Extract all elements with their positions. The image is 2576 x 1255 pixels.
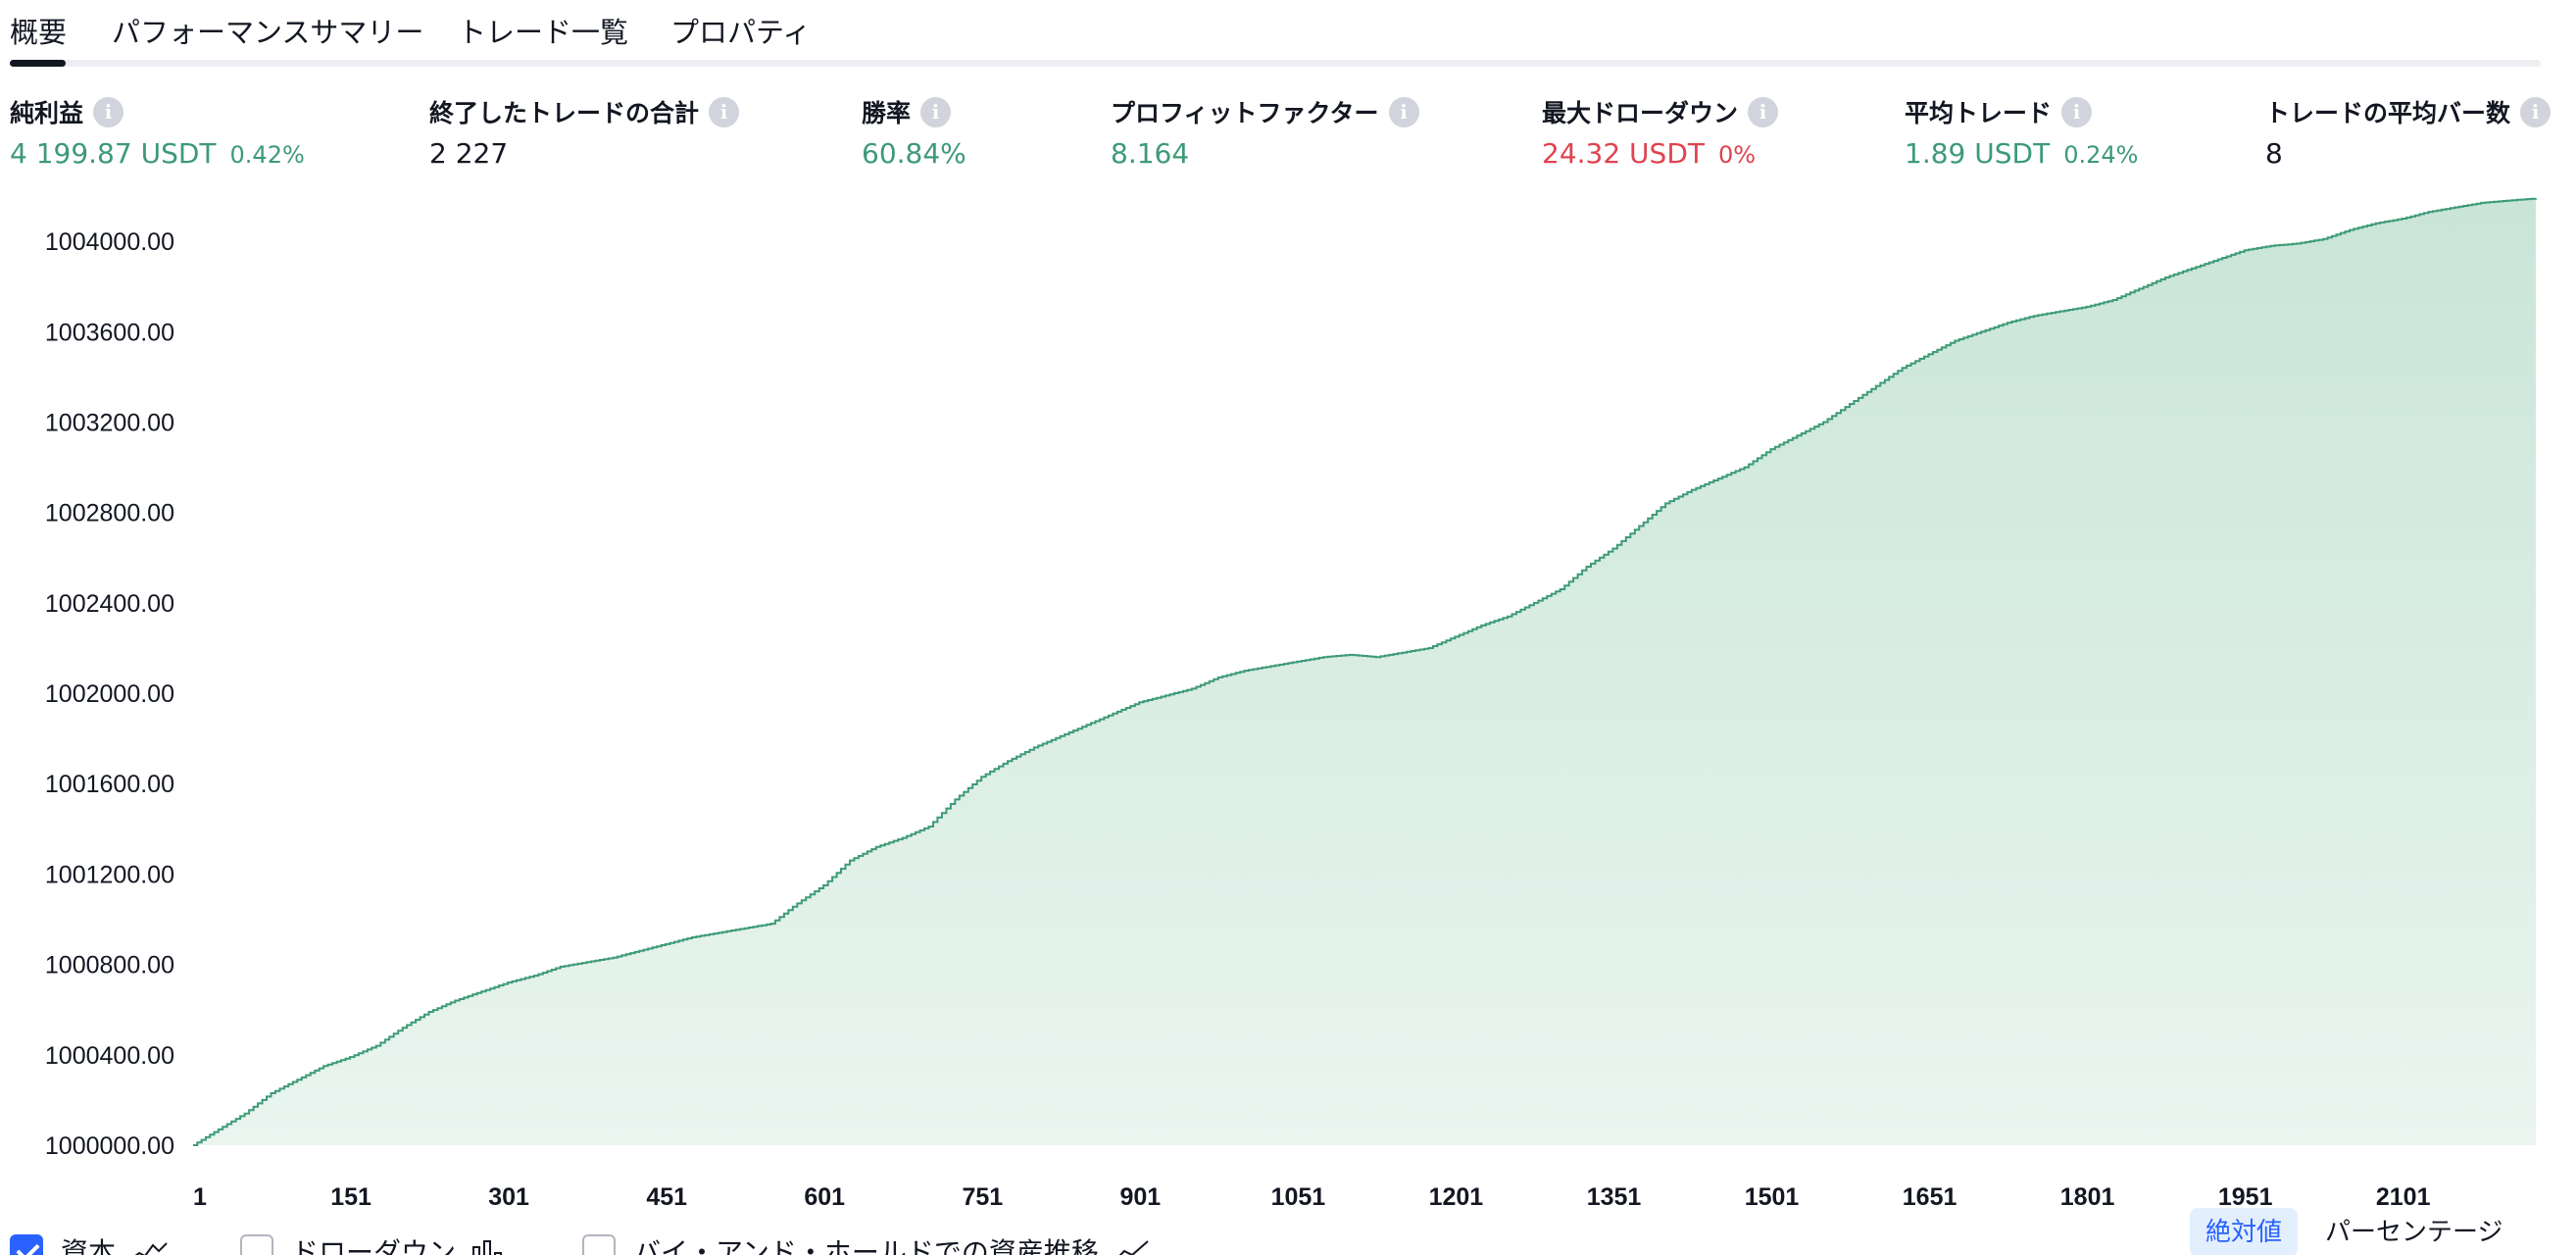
metric-average-trade: 平均トレード i 1.89 USDT 0.24% [1905,94,2138,170]
metric-total-closed-trades: 終了したトレードの合計 i 2 227 [429,94,740,170]
equity-checkbox[interactable] [10,1234,43,1255]
chart-legend: 資本 ドローダウン バイ・アンド・ホールドでの資産推移 [0,1231,2576,1255]
tab-track [10,60,2541,67]
info-icon[interactable]: i [1388,96,1419,127]
y-tick-label: 1001200.00 [45,861,174,888]
active-tab-indicator [10,60,66,67]
x-tick-label: 601 [804,1183,845,1211]
metric-percent: 0.42% [229,141,305,169]
x-tick-label: 301 [488,1183,529,1211]
y-tick-label: 1002000.00 [45,680,174,708]
metric-title: トレードの平均バー数 [2265,99,2511,127]
x-tick-label: 451 [646,1183,687,1211]
metric-win-rate: 勝率 i 60.84% [862,94,966,170]
info-icon[interactable]: i [93,96,124,127]
tab-trade-list[interactable]: トレード一覧 [458,16,629,49]
metric-title: 勝率 [862,99,912,127]
metric-max-drawdown: 最大ドローダウン i 24.32 USDT 0% [1542,94,1779,170]
equity-series-line [193,197,2537,1146]
y-tick-label: 1002800.00 [45,500,174,527]
legend-label: ドローダウン [291,1236,457,1255]
metric-value: 2 227 [429,137,509,170]
metric-value: 60.84% [862,137,966,170]
y-tick-label: 1001600.00 [45,771,174,798]
legend-label: 資本 [61,1236,117,1255]
x-tick-label: 901 [1119,1183,1161,1211]
equity-area-fill [193,198,2536,1146]
x-tick-label: 2101 [2376,1183,2431,1211]
info-icon[interactable]: i [920,96,952,127]
equity-line-icon [134,1242,168,1255]
info-icon[interactable]: i [2061,96,2093,127]
drawdown-checkbox[interactable] [240,1234,273,1255]
legend-label: バイ・アンド・ホールドでの資産推移 [633,1236,1099,1255]
equity-chart[interactable]: 1000000.00 1000400.00 1000800.00 1001200.00… [0,196,2576,1226]
x-tick-label: 751 [962,1183,1003,1211]
metric-value: 24.32 USDT 0% [1542,137,1757,170]
legend-drawdown-toggle[interactable]: ドローダウン [240,1231,509,1255]
x-tick-label: 1801 [2060,1183,2115,1211]
buy-hold-checkbox[interactable] [582,1234,616,1255]
metric-value: 4 199.87 USDT 0.42% [10,137,305,170]
info-icon[interactable]: i [2520,96,2551,127]
metric-title: 純利益 [10,99,84,127]
x-tick-label: 151 [330,1183,372,1211]
percentage-mode-button[interactable]: パーセンテージ [2325,1218,2503,1247]
legend-equity-toggle[interactable]: 資本 [10,1231,169,1255]
buy-hold-line-icon [1118,1240,1149,1255]
metric-percent: 0% [1718,141,1757,169]
metric-title: 平均トレード [1905,99,2053,127]
x-tick-label: 1351 [1587,1183,1642,1211]
tab-bar: 概要 パフォーマンスサマリー トレード一覧 プロパティ [0,0,2541,67]
metric-value: 8 [2265,137,2283,170]
metric-title: 最大ドローダウン [1542,99,1739,127]
metric-title: プロフィットファクター [1111,99,1379,127]
y-tick-label: 1000000.00 [45,1132,174,1160]
x-tick-label: 1501 [1745,1183,1800,1211]
y-tick-label: 1003600.00 [45,319,174,346]
x-tick-label: 1201 [1429,1183,1484,1211]
y-tick-label: 1000400.00 [45,1042,174,1070]
absolute-mode-button[interactable]: 絶対値 [2190,1208,2299,1255]
y-tick-label: 1003200.00 [45,410,174,437]
metric-percent: 0.24% [2063,141,2139,169]
metric-title: 終了したトレードの合計 [429,99,700,127]
y-tick-label: 1004000.00 [45,228,174,256]
y-tick-label: 1002400.00 [45,590,174,618]
x-tick-label: 1651 [1903,1183,1957,1211]
tab-performance-summary[interactable]: パフォーマンスサマリー [112,16,424,49]
info-icon[interactable]: i [1748,96,1779,127]
tab-overview[interactable]: 概要 [10,16,68,49]
metric-avg-bars-in-trade: トレードの平均バー数 i 8 [2265,94,2551,170]
x-tick-label: 1051 [1271,1183,1326,1211]
x-tick-label: 1951 [2218,1183,2273,1211]
metric-net-profit: 純利益 i 4 199.87 USDT 0.42% [10,94,305,170]
tab-properties[interactable]: プロパティ [670,16,812,49]
metric-value: 1.89 USDT 0.24% [1905,137,2139,170]
y-tick-label: 1000800.00 [45,952,174,979]
metric-value: 8.164 [1111,137,1190,170]
x-tick-label: 1 [193,1183,207,1211]
legend-buy-hold-toggle[interactable]: バイ・アンド・ホールドでの資産推移 [582,1231,1152,1255]
drawdown-bars-icon [472,1240,503,1255]
info-icon[interactable]: i [709,96,740,127]
metric-profit-factor: プロフィットファクター i 8.164 [1111,94,1419,170]
equity-chart-svg: 1000000.00 1000400.00 1000800.00 1001200.00… [45,197,2537,1211]
